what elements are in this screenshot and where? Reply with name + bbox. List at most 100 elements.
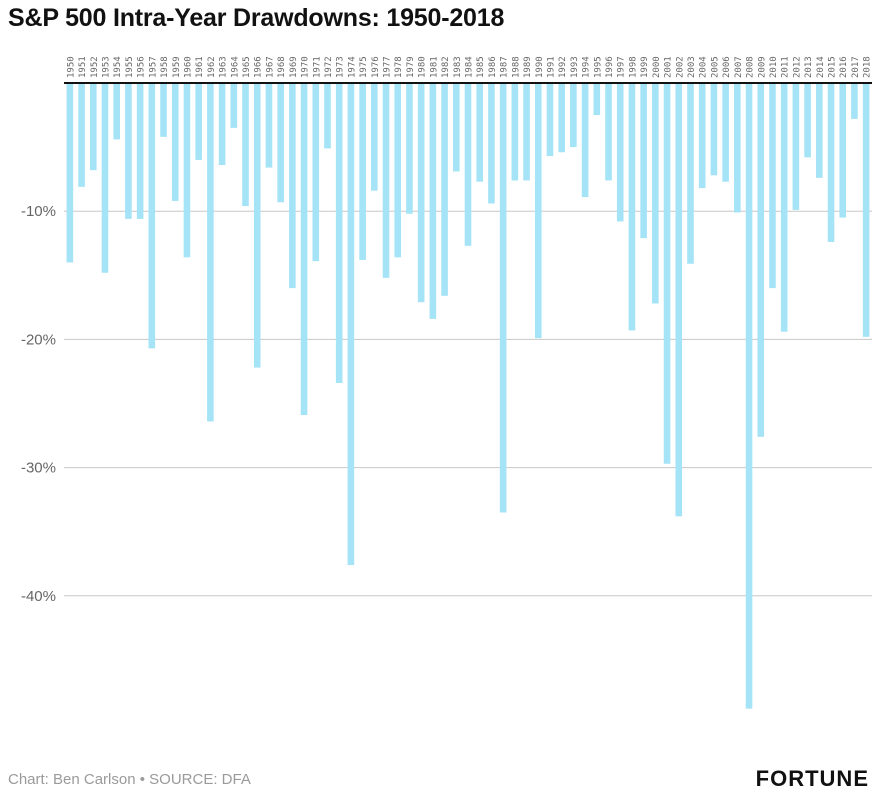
bar-1963 [218,83,226,166]
bar-1986 [488,83,495,204]
bar-1973 [335,83,343,383]
bar-1962 [207,83,214,422]
x-tick-label: 1952 [90,56,100,78]
bar-2011 [780,83,788,332]
bar-1957 [148,83,156,349]
bar-1965 [242,83,249,207]
bar-2014 [816,83,823,178]
x-tick-label: 1987 [500,56,510,78]
x-tick-label: 1980 [418,56,428,78]
bar-1954 [113,83,120,140]
x-tick-label: 1997 [617,56,627,78]
bar-1982 [441,83,448,296]
bar-2013 [804,83,811,158]
bar-2017 [851,83,858,119]
x-tick-label: 1998 [628,56,638,78]
source-credit: Chart: Ben Carlson • SOURCE: DFA [8,771,251,788]
x-tick-label: 1966 [254,56,264,78]
bar-1972 [324,83,331,149]
bar-1981 [429,83,437,319]
x-tick-label: 1958 [160,56,170,78]
x-tick-label: 2017 [851,56,861,78]
x-tick-label: 2003 [687,56,697,78]
bar-2010 [769,83,776,289]
x-tick-label: 1991 [546,56,556,78]
bar-1978 [394,83,402,258]
bar-1987 [499,83,507,513]
bar-1977 [382,83,390,278]
bars [66,83,870,709]
bar-1984 [464,83,472,246]
x-tick-label: 1959 [172,56,182,78]
x-tick-label: 1972 [324,56,334,78]
x-tick-label: 1973 [336,56,346,78]
bar-1975 [359,83,366,260]
x-tick-label: 1964 [230,56,240,78]
bar-1970 [300,83,308,416]
x-tick-label: 1994 [582,56,592,78]
y-tick-label: -30% [21,460,56,477]
bar-2001 [663,83,671,464]
x-tick-label: 1992 [558,56,568,78]
bar-2005 [710,83,718,176]
x-tick-label: 2011 [781,56,791,78]
x-tick-label: 2010 [769,56,779,78]
bar-1951 [78,83,85,187]
bar-1961 [195,83,202,160]
bar-1988 [511,83,519,181]
bar-1993 [570,83,577,148]
x-tick-label: 1967 [265,56,275,78]
bar-1960 [183,83,191,258]
bar-1992 [558,83,565,153]
bar-1958 [160,83,167,137]
bar-1952 [89,83,97,171]
bar-1950 [66,83,74,263]
bar-1990 [534,83,542,339]
x-tick-label: 1983 [453,56,463,78]
x-tick-label: 1956 [137,56,147,78]
x-tick-label: 1974 [347,56,357,78]
x-tick-label: 1982 [441,56,451,78]
x-tick-label: 1979 [406,56,416,78]
x-tick-label: 1962 [207,56,217,78]
x-tick-label: 1960 [183,56,193,78]
x-tick-label: 2006 [722,56,732,78]
x-tick-label: 1955 [125,56,135,78]
x-tick-label: 1968 [277,56,287,78]
bar-2004 [698,83,706,189]
x-tick-label: 2015 [828,56,838,78]
bar-2016 [839,83,847,218]
x-tick-label: 1953 [101,56,111,78]
x-tick-label: 2000 [652,56,662,78]
bar-1959 [171,83,179,201]
bar-2015 [827,83,835,242]
x-tick-label: 1970 [301,56,311,78]
bar-1953 [101,83,109,273]
x-tick-labels: 1950 1951 1952 1953 1954 1955 1956 1957 1958 1959… [66,56,872,78]
x-tick-label: 1988 [511,56,521,78]
bar-2018 [862,83,870,337]
x-tick-label: 1990 [535,56,545,78]
bar-1967 [265,83,273,168]
bar-1991 [546,83,554,157]
x-tick-label: 1950 [66,56,76,78]
bar-2000 [652,83,659,304]
x-tick-label: 1993 [570,56,580,78]
x-tick-label: 1999 [640,56,650,78]
x-tick-label: 1995 [593,56,603,78]
y-tick-label: -10% [21,203,56,220]
x-tick-label: 2018 [863,56,873,78]
bar-1983 [452,83,460,172]
x-tick-label: 1985 [476,56,486,78]
bar-1999 [640,83,647,239]
x-tick-label: 2013 [804,56,814,78]
x-tick-label: 1951 [78,56,88,78]
bar-1966 [253,83,261,368]
bar-1974 [347,83,355,566]
x-tick-label: 2016 [839,56,849,78]
bar-1968 [277,83,284,203]
x-tick-label: 1975 [359,56,369,78]
chart-title: S&P 500 Intra-Year Drawdowns: 1950-2018 [8,4,505,32]
x-tick-label: 2007 [734,56,744,78]
